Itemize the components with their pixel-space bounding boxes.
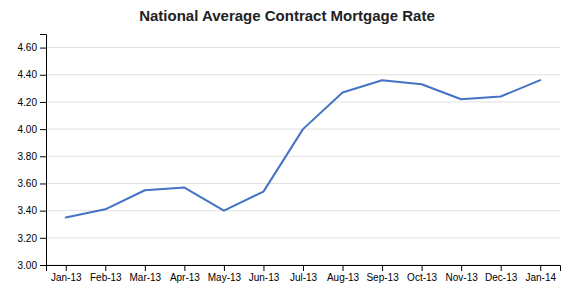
y-tick: 3.20 (18, 233, 46, 244)
grid (46, 48, 560, 265)
x-tick-label: Jan-13 (51, 272, 82, 283)
x-tick-label: Jul-13 (290, 272, 318, 283)
x-tick: May-13 (208, 265, 242, 283)
x-tick-label: Oct-13 (407, 272, 437, 283)
y-tick-mark (40, 102, 46, 103)
y-tick: 4.60 (18, 42, 46, 53)
x-tick-mark (184, 265, 185, 271)
y-tick: 3.40 (18, 205, 46, 216)
x-tick-mark (224, 265, 225, 271)
grid-line (46, 101, 560, 102)
grid-line (46, 47, 560, 48)
x-tick-label: Nov-13 (446, 272, 479, 283)
plot: Jan-13 Feb-13 Mar-13 Apr-13 May-13 Jun-13 Jul-… (18, 35, 561, 284)
x-tick-label: Dec-13 (485, 272, 518, 283)
y-tick-mark (40, 156, 46, 157)
y-tick-label: 3.80 (18, 151, 38, 162)
x-tick: Oct-13 (407, 265, 437, 283)
y-tick-label: 3.20 (18, 233, 38, 244)
grid-line (46, 237, 560, 238)
x-tick-mark (66, 265, 67, 271)
x-tick: Aug-13 (327, 265, 360, 283)
grid-line (46, 183, 560, 184)
y-tick-mark (40, 75, 46, 76)
chart-container: Jan-13 Feb-13 Mar-13 Apr-13 May-13 Jun-13 Jul-… (0, 0, 574, 291)
x-tick: Sep-13 (366, 265, 399, 283)
y-tick-label: 4.40 (18, 69, 38, 80)
x-tick: Apr-13 (170, 265, 200, 283)
x-tick-mark (461, 265, 462, 271)
grid-line (46, 156, 560, 157)
y-tick-mark (40, 129, 46, 130)
chart: Jan-13 Feb-13 Mar-13 Apr-13 May-13 Jun-13 Jul-… (0, 0, 574, 291)
y-tick-label: 4.20 (18, 97, 38, 108)
y-tick-mark (40, 183, 46, 184)
x-tick-mark (501, 265, 502, 271)
y-tick-label: 3.00 (18, 260, 38, 271)
x-tick-label: Apr-13 (170, 272, 200, 283)
x-tick: Jun-13 (249, 265, 280, 283)
y-tick-mark (40, 211, 46, 212)
grid-line (46, 210, 560, 211)
y-axis: 3.00 3.20 3.40 3.60 3.80 4.00 4.20 4.40 4.60 (18, 35, 47, 271)
y-tick: 4.40 (18, 69, 46, 80)
x-axis-line (47, 266, 561, 272)
x-tick-mark (382, 265, 383, 271)
x-tick-mark (105, 265, 106, 271)
grid-line (46, 74, 560, 75)
x-tick-mark (422, 265, 423, 271)
marks (66, 80, 540, 217)
x-tick-mark (263, 265, 264, 271)
x-tick-mark (145, 265, 146, 271)
x-tick-label: Jan-14 (525, 272, 556, 283)
x-tick: Jan-14 (525, 265, 556, 283)
x-tick: Dec-13 (485, 265, 518, 283)
y-tick: 3.60 (18, 178, 46, 189)
x-tick: Jan-13 (51, 265, 82, 283)
y-tick-label: 4.00 (18, 124, 38, 135)
y-tick: 4.00 (18, 124, 46, 135)
x-tick-mark (540, 265, 541, 271)
line (66, 80, 540, 217)
y-tick-mark (40, 238, 46, 239)
x-tick-mark (303, 265, 304, 271)
x-tick-label: Feb-13 (90, 272, 122, 283)
y-tick-label: 4.60 (18, 42, 38, 53)
y-tick-mark (40, 48, 46, 49)
y-tick-label: 3.40 (18, 205, 38, 216)
y-tick: 4.20 (18, 97, 46, 108)
y-tick-label: 3.60 (18, 178, 38, 189)
x-tick-label: Jun-13 (249, 272, 280, 283)
y-tick: 3.00 (18, 260, 46, 271)
x-tick-label: May-13 (208, 272, 242, 283)
x-tick-mark (343, 265, 344, 271)
y-axis-line (40, 35, 47, 266)
x-tick-label: Mar-13 (130, 272, 162, 283)
y-tick-mark (40, 265, 46, 266)
x-tick-label: Sep-13 (366, 272, 399, 283)
x-axis: Jan-13 Feb-13 Mar-13 Apr-13 May-13 Jun-13 Jul-… (47, 265, 561, 283)
x-tick: Mar-13 (130, 265, 162, 283)
x-tick: Nov-13 (446, 265, 479, 283)
x-tick-label: Aug-13 (327, 272, 360, 283)
y-tick: 3.80 (18, 151, 46, 162)
title: National Average Contract Mortgage Rate (139, 7, 435, 24)
x-tick: Feb-13 (90, 265, 122, 283)
x-tick: Jul-13 (290, 265, 318, 283)
